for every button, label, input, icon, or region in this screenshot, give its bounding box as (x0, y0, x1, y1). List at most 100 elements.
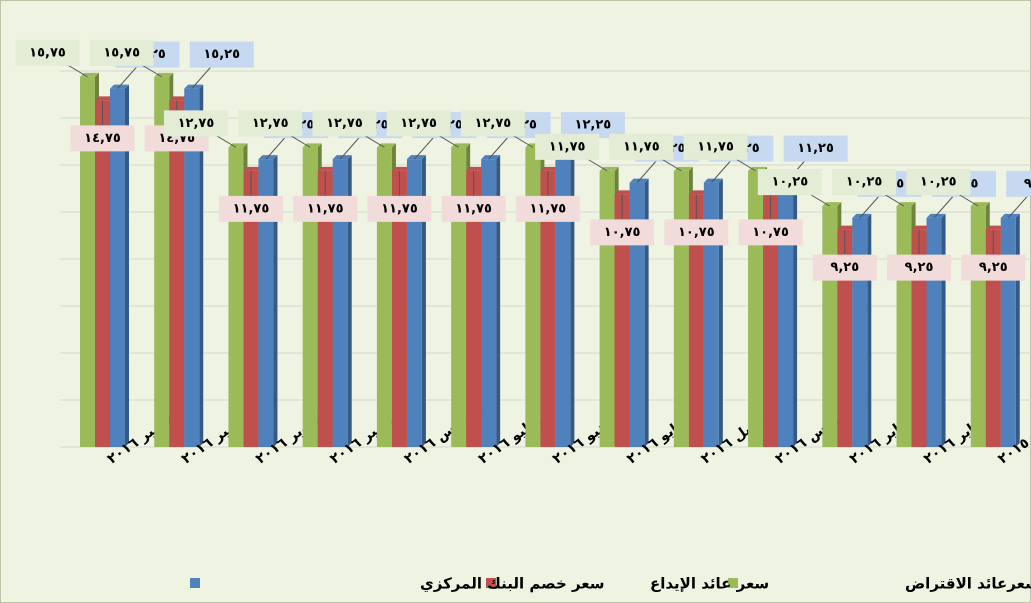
bar (317, 170, 333, 447)
bar-top (896, 202, 916, 207)
bar (466, 170, 482, 447)
bar (748, 170, 764, 447)
bar-top (614, 190, 634, 195)
bar-3d (332, 155, 352, 447)
bar (822, 206, 838, 447)
label-box (460, 110, 525, 137)
bar-3d (778, 178, 798, 447)
bar (332, 159, 348, 447)
label-box (15, 39, 80, 66)
bar (258, 159, 274, 447)
label-box (367, 195, 432, 222)
label-box (783, 135, 848, 162)
label-box (887, 254, 952, 281)
value-label: ١٥,٢٥ (203, 47, 240, 62)
label-box (664, 219, 729, 246)
value-label: ١١,٧٥ (623, 139, 660, 154)
bar (703, 182, 719, 447)
bar (970, 206, 986, 447)
label-box (906, 169, 971, 196)
bar (169, 100, 185, 447)
value-label: ١٢,٧٥ (475, 116, 512, 131)
value-label: ١١,٢٥ (797, 141, 834, 156)
bar-side (644, 178, 649, 447)
value-label: ١١,٧٥ (549, 139, 586, 154)
label-box (189, 41, 254, 68)
legend-label: سعرعائد الاقتراض (905, 575, 1031, 593)
label-box (218, 195, 283, 222)
value-label: ١١,٧٥ (455, 201, 492, 216)
bar-top (391, 166, 411, 171)
bar (391, 170, 407, 447)
bar-3d (1000, 213, 1020, 447)
label-box (535, 133, 600, 160)
bar-top (688, 190, 708, 195)
bar-top (970, 202, 990, 207)
bar (406, 159, 422, 447)
bar (614, 194, 630, 447)
label-box (609, 133, 674, 160)
bar (985, 229, 1001, 447)
label-box (515, 195, 580, 222)
value-label: ١١,٧٥ (233, 201, 270, 216)
label-box (812, 254, 877, 281)
value-label: ١٢,٢٥ (575, 118, 612, 133)
bar-side (718, 178, 723, 447)
value-label: ١٢,٧٥ (178, 116, 215, 131)
bar-side (793, 178, 798, 447)
label-box (163, 110, 228, 137)
bar (228, 147, 244, 447)
value-label: ٩,٢٥ (979, 260, 1008, 275)
value-label: ١٠,٧٥ (752, 225, 789, 240)
value-label: ٩,٢٥ (830, 260, 859, 275)
bar (302, 147, 318, 447)
bar-top (243, 166, 263, 171)
bar (629, 182, 645, 447)
bar-top (822, 202, 842, 207)
bar-top (911, 225, 931, 230)
label-box (386, 110, 451, 137)
bar-top (837, 225, 857, 230)
bar-top (95, 96, 114, 101)
bar-top (985, 225, 1005, 230)
bar (926, 217, 942, 447)
bar-3d (926, 213, 946, 447)
bar-side (867, 213, 872, 447)
bar-3d (481, 155, 501, 447)
bar-top (376, 143, 396, 148)
bar-top (466, 166, 486, 171)
bar-top (317, 166, 337, 171)
legend-label: سعر خصم البنك المركزي (420, 575, 605, 594)
legend-label: سعر عائد الإيداع (650, 575, 769, 593)
bar-3d (555, 155, 575, 447)
label-box (1006, 170, 1031, 197)
bar-top (169, 96, 189, 101)
bar (896, 206, 912, 447)
bar-top (673, 166, 693, 171)
bar (599, 170, 615, 447)
value-label: ١١,٧٥ (530, 201, 567, 216)
value-label: ١٠,٢٥ (771, 175, 808, 190)
value-label: ١٠,٧٥ (678, 225, 715, 240)
bar-3d (258, 155, 278, 447)
label-box (961, 254, 1026, 281)
value-label: ١٥,٧٥ (103, 45, 140, 60)
bar-top (451, 143, 471, 148)
bar (555, 159, 571, 447)
bar-side (347, 155, 352, 447)
legend-swatch (190, 578, 200, 588)
value-label: ١١,٧٥ (697, 139, 734, 154)
bar-top (80, 72, 99, 77)
bar-top (599, 166, 619, 171)
bar-3d (703, 178, 723, 447)
bar-side (421, 155, 426, 447)
bar-top (154, 72, 174, 77)
bar-side (125, 84, 129, 447)
bar-side (496, 155, 501, 447)
leader-line (1007, 191, 1031, 219)
value-label: ١٥,٧٥ (29, 45, 66, 60)
bar (525, 147, 541, 447)
value-label: ١١,٧٥ (307, 201, 344, 216)
bar-side (941, 213, 946, 447)
